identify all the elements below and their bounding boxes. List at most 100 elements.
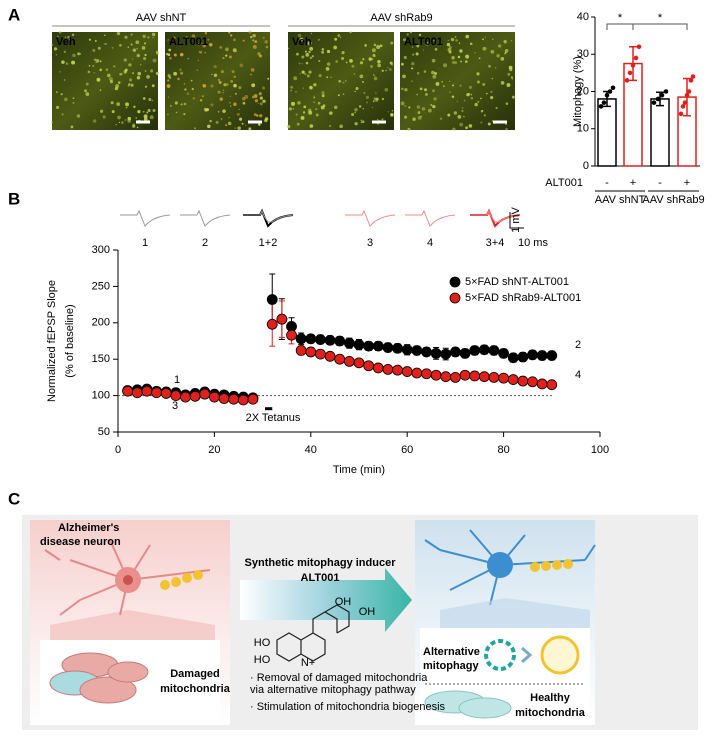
speckle (152, 108, 156, 113)
data-point (630, 63, 636, 68)
speckle (342, 93, 345, 96)
x-tick-label: 40 (305, 444, 317, 456)
speckle (370, 65, 373, 68)
micrograph-label: ALT001 (169, 36, 208, 48)
speckle (50, 43, 54, 47)
speckle (132, 124, 136, 128)
speckle (453, 111, 458, 115)
speckle (448, 50, 452, 54)
data-point (655, 96, 661, 102)
y-tick-label: 0 (583, 160, 589, 172)
speckle (286, 124, 291, 129)
speckle (315, 113, 319, 117)
data-point (459, 369, 471, 381)
speckle (374, 55, 376, 57)
data-point (421, 346, 432, 358)
speckle (470, 93, 473, 96)
speckle (147, 36, 150, 39)
speckle (109, 80, 114, 84)
speckle (325, 66, 330, 71)
y-tick-label: 50 (98, 426, 110, 438)
speckle (187, 57, 190, 60)
speckle (146, 111, 149, 114)
speckle (180, 103, 183, 106)
speckle (288, 107, 293, 111)
speckle (495, 67, 497, 69)
speckle (250, 68, 255, 72)
speckle (92, 48, 96, 52)
speckle (257, 102, 260, 105)
speckle (376, 44, 381, 49)
speckle (412, 53, 415, 56)
scale-label: 1 mV (510, 207, 522, 233)
chem-label: HO (254, 637, 271, 649)
speckle (321, 94, 325, 98)
speckle (111, 110, 115, 114)
speckle (142, 110, 145, 113)
speckle (411, 46, 414, 49)
speckle (480, 97, 482, 100)
speckle (166, 84, 171, 88)
speckle (434, 48, 438, 51)
speckle (306, 74, 310, 78)
speckle (503, 40, 507, 44)
speckle (418, 33, 422, 37)
data-point (449, 371, 461, 383)
data-point (295, 345, 307, 356)
speckle (177, 77, 180, 81)
speckle (234, 127, 237, 129)
speckle (447, 113, 451, 117)
panel-label: C (8, 489, 20, 508)
speckle (254, 99, 259, 103)
speckle (432, 74, 437, 79)
speckle (136, 126, 139, 129)
speckle (116, 31, 121, 36)
speckle (448, 45, 452, 49)
speckle (384, 87, 389, 92)
speckle (67, 35, 70, 39)
speckle (295, 52, 299, 56)
speckle (132, 72, 135, 75)
data-point (421, 368, 432, 380)
data-point (295, 333, 307, 345)
legend-label: 5×FAD shRab9-ALT001 (465, 292, 581, 304)
chem-label: HO (254, 654, 271, 666)
speckle (368, 57, 372, 61)
speckle (373, 97, 377, 100)
speckle (461, 107, 464, 109)
speckle (95, 62, 97, 64)
speckle (222, 109, 226, 113)
speckle (317, 101, 321, 105)
data-point (440, 371, 452, 383)
data-point (627, 70, 633, 76)
speckle (69, 38, 72, 41)
speckle (103, 43, 106, 45)
y-tick-label: 250 (92, 280, 110, 292)
speckle (309, 56, 312, 59)
speckle (307, 41, 312, 46)
data-point (305, 333, 317, 345)
healthy-mito (424, 690, 512, 719)
speckle (460, 60, 463, 63)
speckle (238, 86, 242, 90)
scale-label: 10 ms (518, 237, 548, 249)
data-point (517, 375, 529, 387)
x-tick-label: 0 (115, 444, 121, 456)
trace-label: 3+4 (486, 237, 505, 249)
speckle (57, 35, 59, 38)
decoration (22, 515, 698, 730)
speckle (127, 84, 130, 87)
speckle (329, 111, 333, 115)
speckle (84, 89, 87, 93)
speckle (124, 119, 127, 121)
speckle (210, 103, 214, 107)
speckle (345, 61, 348, 64)
data-point (353, 339, 365, 351)
speckle (309, 124, 314, 128)
speckle (127, 46, 130, 48)
data-point (141, 385, 153, 397)
speckle (302, 87, 305, 89)
speckle (226, 83, 229, 86)
data-point (688, 78, 694, 83)
speckle (459, 49, 463, 53)
